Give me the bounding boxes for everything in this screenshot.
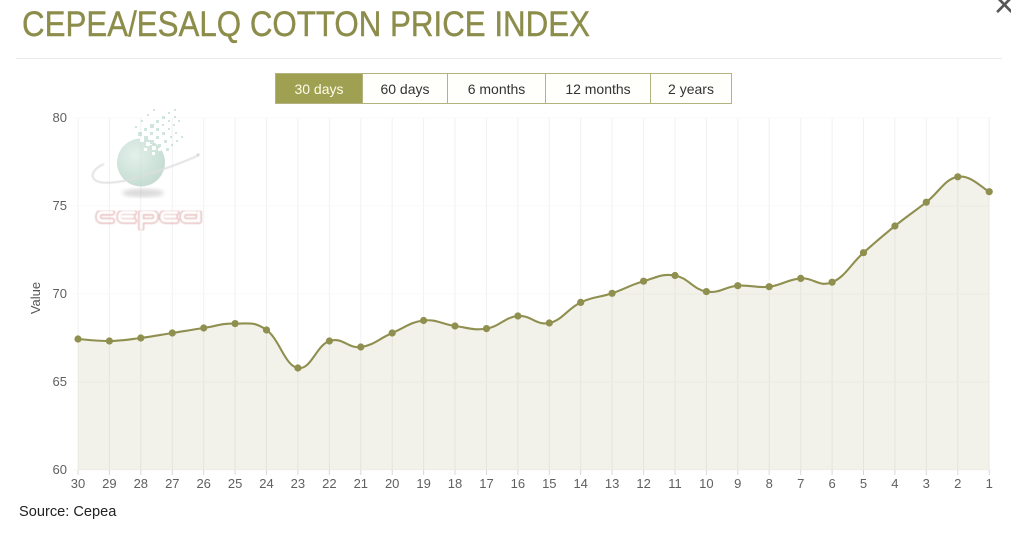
svg-text:28: 28	[134, 476, 148, 491]
svg-text:26: 26	[196, 476, 210, 491]
svg-text:4: 4	[891, 476, 898, 491]
svg-text:13: 13	[605, 476, 619, 491]
svg-text:21: 21	[354, 476, 368, 491]
svg-text:2: 2	[954, 476, 961, 491]
svg-text:27: 27	[165, 476, 179, 491]
svg-text:6: 6	[828, 476, 835, 491]
svg-text:23: 23	[291, 476, 305, 491]
svg-text:75: 75	[53, 198, 67, 213]
svg-text:9: 9	[734, 476, 741, 491]
svg-text:20: 20	[385, 476, 399, 491]
svg-text:25: 25	[228, 476, 242, 491]
svg-text:19: 19	[416, 476, 430, 491]
svg-text:70: 70	[53, 286, 67, 301]
svg-text:3: 3	[923, 476, 930, 491]
svg-text:22: 22	[322, 476, 336, 491]
svg-text:65: 65	[53, 374, 67, 389]
svg-text:30: 30	[71, 476, 85, 491]
svg-text:11: 11	[668, 476, 682, 491]
svg-text:60: 60	[53, 462, 67, 477]
svg-text:1: 1	[986, 476, 993, 491]
svg-text:24: 24	[259, 476, 273, 491]
svg-text:80: 80	[53, 110, 67, 125]
svg-text:Value: Value	[28, 282, 43, 314]
svg-text:14: 14	[573, 476, 587, 491]
svg-text:29: 29	[102, 476, 116, 491]
svg-text:10: 10	[699, 476, 713, 491]
svg-text:7: 7	[797, 476, 804, 491]
svg-text:8: 8	[766, 476, 773, 491]
svg-text:16: 16	[511, 476, 525, 491]
svg-text:15: 15	[542, 476, 556, 491]
svg-text:5: 5	[860, 476, 867, 491]
svg-text:17: 17	[479, 476, 493, 491]
svg-text:18: 18	[448, 476, 462, 491]
svg-text:12: 12	[636, 476, 650, 491]
